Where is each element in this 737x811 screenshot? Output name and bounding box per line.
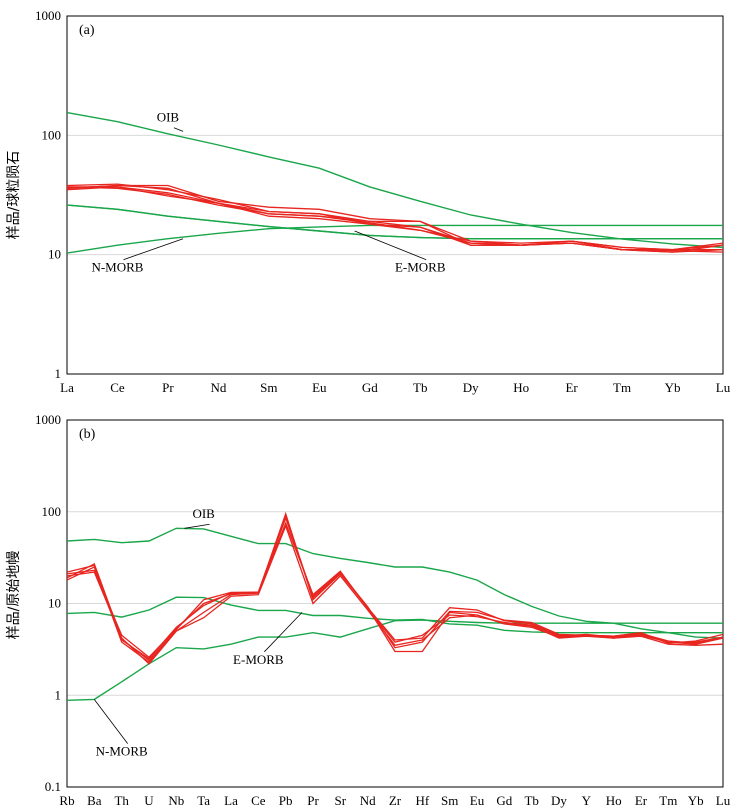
chart-a-annotation-leader xyxy=(354,230,427,261)
chart-a-xtick-label: Nd xyxy=(210,380,226,395)
chart-b-ytick-label: 1000 xyxy=(35,412,61,427)
chart-a-ylabel: 样品/球粒陨石 xyxy=(6,151,22,240)
chart-a-xtick-label: Eu xyxy=(312,380,327,395)
chart-b-annotation-e-morb: E-MORB xyxy=(233,652,284,667)
chart-b-xtick-label: La xyxy=(224,793,238,808)
chart-a-sample-line xyxy=(66,186,724,253)
chart-b-xtick-label: Pb xyxy=(279,793,293,808)
chart-b-annotation-n-morb: N-MORB xyxy=(96,744,148,759)
chart-a-xtick-label: Tb xyxy=(413,380,427,395)
chart-b-annotation-leader xyxy=(94,699,128,744)
chart-a-ytick-label: 1000 xyxy=(35,8,61,23)
chart-b-xtick-label: Th xyxy=(114,793,129,808)
chart-a-ytick-label: 100 xyxy=(42,127,62,142)
chart-a-xtick-label: Dy xyxy=(463,380,479,395)
chart-a-ytick-label: 10 xyxy=(48,247,61,262)
chart-b-annotation-oib: OIB xyxy=(192,506,215,521)
chart-b-plot-frame xyxy=(66,419,724,788)
chart-b-xtick-label: Zr xyxy=(389,793,402,808)
chart-b-xtick-label: Y xyxy=(582,793,592,808)
chart-b-xtick-label: Sm xyxy=(441,793,458,808)
chart-a-xtick-label: Yb xyxy=(665,380,681,395)
chart-b-xtick-label: Er xyxy=(635,793,648,808)
chart-b-series-e-morb-line xyxy=(66,596,723,634)
chart-b-sample-line xyxy=(66,524,724,663)
chart-b-xtick-label: Ta xyxy=(197,793,210,808)
chart-a: 样品/球粒陨石 1 10 100 1000 La Ce Pr Nd Sm Eu Gd Tb Dy Ho Er… xyxy=(6,8,731,395)
chart-a-panel-label: (a) xyxy=(79,23,95,38)
chart-a-annotation-n-morb: N-MORB xyxy=(91,260,143,275)
chart-b-xtick-label: U xyxy=(144,793,154,808)
chart-b-ylabel: 样品/原始地幔 xyxy=(6,551,22,640)
chart-b-annotation-leader xyxy=(264,612,303,653)
chart-a-xtick-label: Ho xyxy=(513,380,529,395)
chart-b-sample-line xyxy=(66,513,724,662)
chart-a-series-reference-line xyxy=(66,204,723,240)
chart-a-xtick-label: Gd xyxy=(362,380,378,395)
chart-b-xtick-label: Lu xyxy=(716,793,731,808)
chart-b-xtick-label: Ba xyxy=(87,793,102,808)
chart-b-panel-label: (b) xyxy=(79,427,96,442)
chart-b-xtick-label: Nd xyxy=(360,793,376,808)
chart-b-ytick-label: 0.1 xyxy=(45,779,61,794)
chart-b-xtick-label: Tb xyxy=(524,793,538,808)
chart-b-series-oib-line xyxy=(66,527,724,639)
chart-b-xtick-label: Ce xyxy=(251,793,266,808)
chart-a-xtick-label: Tm xyxy=(613,380,631,395)
chart-a-annotation-oib: OIB xyxy=(157,110,180,125)
chart-a-annotation-e-morb: E-MORB xyxy=(395,260,446,275)
chart-b-xtick-label: Nb xyxy=(168,793,184,808)
chart-b-annotation-leader xyxy=(184,523,210,529)
chart-b-xtick-label: Hf xyxy=(415,793,429,808)
chart-a-xtick-label: Sm xyxy=(260,380,277,395)
chart-b-xtick-label: Yb xyxy=(688,793,704,808)
chart-b-ytick-label: 100 xyxy=(42,504,62,519)
chart-b-xtick-label: Gd xyxy=(496,793,512,808)
chart-b-xtick-label: Rb xyxy=(59,793,74,808)
chart-a-annotation-leader xyxy=(123,238,184,261)
chart-b-ytick-label: 1 xyxy=(55,687,62,702)
chart-a-xtick-label: La xyxy=(60,380,74,395)
chart-b-xtick-label: Tm xyxy=(659,793,677,808)
chart-a-sample-line xyxy=(66,186,723,251)
chart-a-sample-line xyxy=(66,183,724,251)
chart-a-ytick-label: 1 xyxy=(55,366,62,381)
chart-b-xtick-label: Dy xyxy=(551,793,567,808)
chart-a-xtick-label: Lu xyxy=(716,380,731,395)
chart-b-xtick-label: Sr xyxy=(335,793,347,808)
chart-b-xtick-label: Ho xyxy=(606,793,622,808)
chart-b: 样品/原始地幔 0.1 1 10 100 1000 Rb Ba Th U Nb Ta La Ce Pb Pr… xyxy=(6,412,731,808)
chart-a-plot-frame xyxy=(66,15,724,375)
chart-a-annotation-leader xyxy=(173,127,184,132)
chart-a-xtick-label: Er xyxy=(565,380,578,395)
chart-b-ytick-label: 10 xyxy=(48,596,61,611)
chart-a-xtick-label: Ce xyxy=(110,380,125,395)
chart-b-xtick-label: Eu xyxy=(470,793,485,808)
chart-a-xtick-label: Pr xyxy=(162,380,174,395)
chart-b-series-n-morb-line xyxy=(66,619,723,701)
chart-b-xtick-label: Pr xyxy=(307,793,319,808)
